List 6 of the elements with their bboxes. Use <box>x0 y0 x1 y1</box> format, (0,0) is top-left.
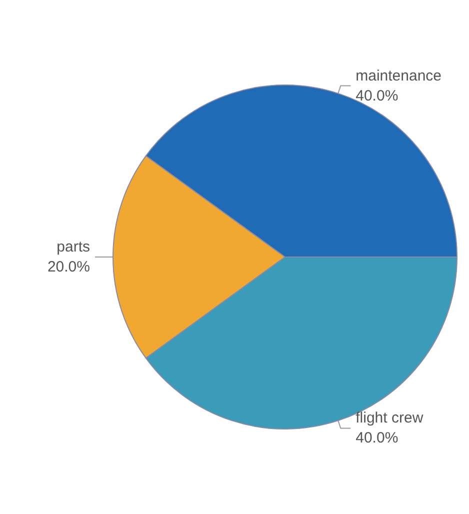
slice-label: flight crew <box>356 410 424 427</box>
data-label: 40.0% <box>356 87 398 104</box>
data-label: 20.0% <box>47 258 90 276</box>
slice-label: parts <box>56 238 90 256</box>
slice-label: maintenance <box>356 67 442 84</box>
data-label: 40.0% <box>356 430 398 447</box>
